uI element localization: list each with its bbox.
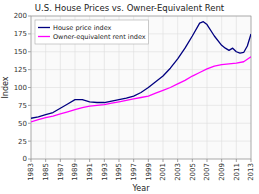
tick <box>28 105 31 106</box>
line <box>31 22 251 119</box>
grid-line <box>207 16 208 159</box>
tick <box>221 159 222 162</box>
legend-label: Owner-equivalent rent index <box>53 33 146 41</box>
y-tick-label: 50 <box>18 120 27 128</box>
x-tick-label: 1983 <box>27 163 35 181</box>
x-tick-label: 1999 <box>145 163 153 181</box>
legend-swatch <box>38 27 50 28</box>
tick <box>163 159 164 162</box>
tick <box>31 159 32 162</box>
x-tick-label: 2011 <box>233 163 241 181</box>
tick <box>28 87 31 88</box>
tick <box>236 159 237 162</box>
grid-line <box>163 16 164 159</box>
tick <box>28 69 31 70</box>
y-tick-label: 125 <box>14 66 27 74</box>
series-group <box>31 22 251 122</box>
x-axis-label: Year <box>132 184 151 193</box>
x-tick-label: 2003 <box>174 163 182 181</box>
tick <box>104 159 105 162</box>
tick <box>60 159 61 162</box>
x-tick-label: 2007 <box>203 163 211 181</box>
tick <box>192 159 193 162</box>
tick <box>251 159 252 162</box>
tick <box>177 159 178 162</box>
tick <box>75 159 76 162</box>
tick <box>119 159 120 162</box>
chart: 0 25 50 75 100 125 150 175 200 1983 1985 1987 1989 19… <box>0 0 259 194</box>
grid-line <box>177 16 178 159</box>
plot-area <box>31 16 251 159</box>
tick <box>207 159 208 162</box>
grid-line <box>221 16 222 159</box>
legend: House price indexOwner-equivalent rent i… <box>35 20 149 44</box>
grid-line <box>31 123 251 124</box>
tick <box>28 141 31 142</box>
y-tick-label: 200 <box>14 12 27 20</box>
legend-label: House price index <box>53 24 112 32</box>
grid-line <box>31 51 251 52</box>
grid-line <box>31 69 251 70</box>
x-tick-label: 1987 <box>57 163 65 181</box>
x-tick-label: 1991 <box>86 163 94 181</box>
tick <box>28 33 31 34</box>
legend-frame <box>35 20 149 44</box>
y-axis-label: Index <box>1 76 10 98</box>
tick <box>148 159 149 162</box>
x-tick-label: 2009 <box>218 163 226 181</box>
tick <box>45 159 46 162</box>
x-tick-label: 1985 <box>42 163 50 181</box>
x-tick-label: 1989 <box>71 163 79 181</box>
tick <box>89 159 90 162</box>
tick <box>28 51 31 52</box>
x-tick-label: 2013 <box>247 163 255 181</box>
line <box>31 57 251 122</box>
x-tick-label: 1995 <box>115 163 123 181</box>
legend-swatch <box>38 36 50 37</box>
y-tick-label: 175 <box>14 30 27 38</box>
y-tick-label: 0 <box>23 155 27 163</box>
tick <box>28 16 31 17</box>
plot-frame <box>31 16 251 159</box>
y-tick-label: 150 <box>14 48 27 56</box>
grid-line <box>236 16 237 159</box>
grid-line <box>31 141 251 142</box>
x-tick-label: 1997 <box>130 163 138 181</box>
title: U.S. House Prices vs. Owner-Equivalent R… <box>35 3 225 13</box>
grid-line <box>31 87 251 88</box>
tick <box>133 159 134 162</box>
tick <box>28 159 31 160</box>
tick <box>28 123 31 124</box>
y-tick-label: 75 <box>18 102 27 110</box>
y-tick-label: 100 <box>14 84 27 92</box>
x-tick-label: 2005 <box>189 163 197 181</box>
x-tick-label: 1993 <box>101 163 109 181</box>
y-tick-label: 25 <box>18 138 27 146</box>
x-tick-label: 2001 <box>159 163 167 181</box>
